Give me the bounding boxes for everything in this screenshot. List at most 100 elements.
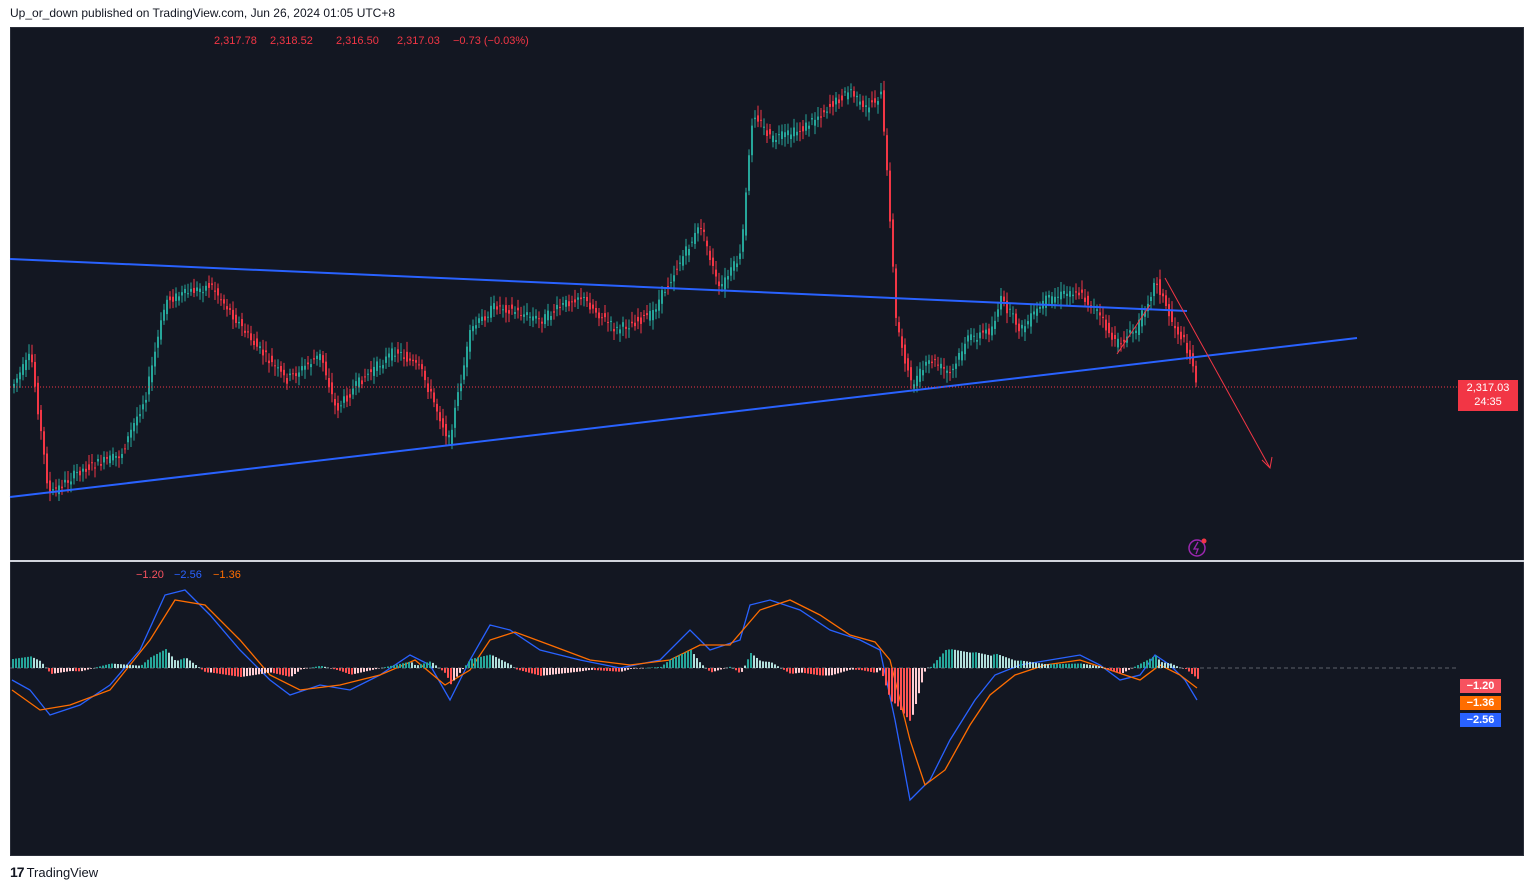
candle-body: [1048, 294, 1050, 298]
candle-body: [268, 360, 270, 364]
candle-body: [937, 364, 939, 366]
macd-histogram-bar: [1011, 659, 1013, 668]
macd-histogram-bar: [30, 656, 32, 668]
candle-body: [49, 480, 51, 494]
footer-brand[interactable]: 17 TradingView: [10, 864, 98, 880]
macd-histogram-bar: [1062, 663, 1064, 668]
candle-body: [1069, 291, 1071, 297]
candle-body: [133, 423, 135, 432]
macd-histogram-bar: [1056, 664, 1058, 668]
lower-trendline: [9, 337, 1358, 498]
candle-body: [889, 170, 891, 222]
candle-body: [550, 315, 552, 320]
macd-histogram-bar: [39, 660, 41, 668]
candle-body: [565, 299, 567, 307]
macd-histogram-bar: [663, 664, 665, 668]
candle-body: [241, 319, 243, 327]
macd-histogram-bar: [762, 661, 764, 668]
candle-body: [526, 312, 528, 315]
macd-histogram-bar: [480, 656, 482, 668]
candle-body: [928, 360, 930, 364]
candle-body: [685, 246, 687, 256]
macd-histogram-bar: [594, 668, 596, 671]
macd-histogram-bar: [885, 668, 887, 686]
candle-body: [109, 455, 111, 464]
macd-histogram-bar: [606, 668, 608, 671]
chart-frame[interactable]: [10, 27, 1524, 856]
candle-body: [211, 283, 213, 285]
macd-line-tag: −2.56: [1460, 713, 1501, 727]
candle-body: [640, 317, 642, 324]
candle-body: [286, 377, 288, 384]
pane-divider[interactable]: [10, 560, 1524, 562]
candle-body: [529, 316, 531, 318]
candle-body: [454, 407, 456, 428]
macd-histogram-bar: [1047, 664, 1049, 668]
macd-histogram-bar: [1071, 663, 1073, 668]
candle-body: [724, 277, 726, 290]
macd-histogram-bar: [654, 667, 656, 668]
macd-histogram-bar: [543, 668, 545, 676]
candle-body: [571, 301, 573, 303]
candle-body: [856, 95, 858, 98]
candle-body: [1009, 308, 1011, 310]
macd-histogram-bar: [234, 668, 236, 677]
candle-body: [802, 126, 804, 132]
macd-histogram-bar: [147, 659, 149, 668]
macd-histogram-bar: [1098, 666, 1100, 668]
macd-histogram-bar: [12, 659, 14, 668]
candle-body: [361, 380, 363, 385]
macd-histogram-bar: [873, 668, 875, 673]
macd-histogram-bar: [891, 668, 893, 702]
candle-body: [976, 339, 978, 342]
candle-body: [715, 269, 717, 277]
macd-histogram-bar: [810, 668, 812, 674]
candle-body: [466, 346, 468, 368]
macd-histogram-bar: [642, 668, 644, 669]
macd-histogram-bar: [1044, 664, 1046, 668]
candle-body: [190, 288, 192, 292]
macd-histogram-bar: [783, 668, 785, 670]
macd-histogram-bar: [150, 657, 152, 668]
macd-histogram-bar: [597, 668, 599, 671]
macd-histogram-bar: [48, 668, 50, 672]
candle-body: [364, 376, 366, 378]
macd-histogram-bar: [726, 667, 728, 669]
macd-histogram-bar: [54, 668, 56, 674]
macd-histogram-bar: [696, 658, 698, 668]
macd-histogram-bar: [882, 668, 884, 677]
macd-histogram-bar: [501, 660, 503, 668]
macd-histogram-bar: [225, 668, 227, 675]
macd-histogram-bar: [186, 658, 188, 668]
candle-body: [790, 134, 792, 140]
macd-histogram-bar: [819, 668, 821, 676]
macd-histogram-bar: [582, 668, 584, 672]
macd-histogram-bar: [768, 661, 770, 668]
macd-histogram-bar: [345, 668, 347, 673]
candle-body: [577, 297, 579, 300]
candle-body: [901, 336, 903, 348]
candle-body: [1162, 293, 1164, 297]
macd-histogram-bar: [1104, 668, 1106, 669]
candle-body: [229, 308, 231, 310]
candle-body: [367, 373, 369, 375]
candle-body: [820, 116, 822, 118]
macd-histogram-bar: [387, 666, 389, 668]
candle-body: [1051, 296, 1053, 304]
macd-line: [11, 589, 1198, 802]
candle-body: [787, 130, 789, 136]
macd-histogram-bar: [798, 668, 800, 673]
macd-histogram-bar: [72, 668, 74, 672]
candle-body: [406, 351, 408, 362]
candle-body: [1141, 310, 1143, 327]
candle-body: [388, 353, 390, 358]
candle-body: [604, 313, 606, 318]
candle-body: [925, 361, 927, 366]
macd-histogram-bar: [1140, 663, 1142, 668]
ohlc-close: 2,317.03: [397, 35, 440, 47]
macd-histogram-bar: [1116, 668, 1118, 673]
candle-body: [1120, 343, 1122, 345]
macd-histogram-bar: [747, 659, 749, 668]
macd-histogram-bar: [828, 668, 830, 676]
